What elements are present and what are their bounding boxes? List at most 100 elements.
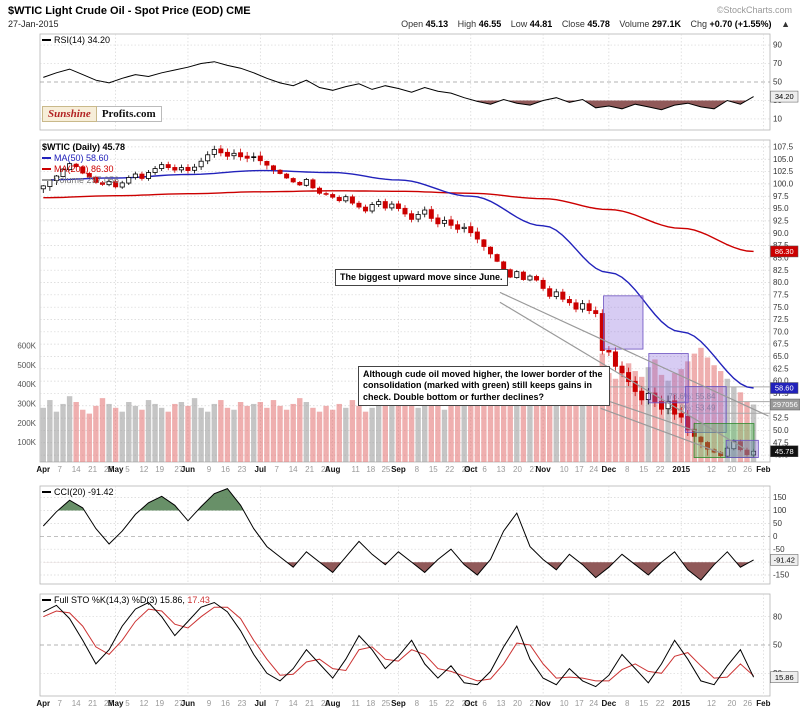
svg-text:80: 80 — [773, 612, 782, 621]
cci-legend-marker-icon — [42, 491, 51, 493]
highlight-boxes — [603, 295, 759, 458]
svg-text:14: 14 — [72, 699, 81, 708]
svg-text:82.5: 82.5 — [773, 266, 789, 275]
svg-text:14: 14 — [72, 465, 81, 474]
svg-text:300K: 300K — [17, 400, 36, 409]
svg-text:5: 5 — [125, 699, 130, 708]
quote-value: +0.70 (+1.55%) — [709, 19, 772, 29]
quote-value: 46.55 — [478, 19, 502, 29]
svg-text:16: 16 — [221, 699, 230, 708]
svg-text:2015: 2015 — [672, 699, 690, 708]
svg-text:Sep: Sep — [391, 699, 406, 708]
annotation-box-consolidation: Although cude oil moved higher, the lowe… — [358, 366, 610, 406]
sunshine-profits-logo: Sunshine Profits.com — [42, 106, 162, 122]
svg-text:80.0: 80.0 — [773, 278, 789, 287]
svg-text:97.5: 97.5 — [773, 192, 789, 201]
svg-text:May: May — [108, 465, 124, 474]
svg-text:-150: -150 — [773, 571, 790, 580]
svg-text:Aug: Aug — [325, 465, 341, 474]
sto-d-line — [43, 606, 754, 682]
quote-value: 44.81 — [529, 19, 553, 29]
svg-text:90: 90 — [773, 41, 782, 50]
svg-text:100: 100 — [773, 506, 787, 515]
quote-high: High 46.55 — [458, 19, 502, 29]
quote-label: Volume — [619, 19, 650, 29]
svg-text:9: 9 — [207, 699, 212, 708]
svg-text:15: 15 — [429, 465, 438, 474]
svg-text:22: 22 — [656, 465, 665, 474]
svg-text:22: 22 — [445, 465, 454, 474]
svg-text:22: 22 — [445, 699, 454, 708]
svg-text:Feb: Feb — [756, 465, 770, 474]
rsi-last-box: 34.20 — [770, 90, 799, 103]
svg-text:13: 13 — [497, 465, 506, 474]
svg-text:26: 26 — [743, 699, 752, 708]
svg-text:Oct: Oct — [464, 465, 478, 474]
svg-text:23: 23 — [237, 465, 246, 474]
logo-sunshine: Sunshine — [42, 106, 97, 122]
svg-text:-91.42: -91.42 — [774, 555, 795, 564]
sto-legend-marker-icon — [42, 599, 51, 601]
svg-text:70.0: 70.0 — [773, 327, 789, 336]
svg-text:Sep: Sep — [391, 465, 406, 474]
svg-text:10: 10 — [560, 465, 569, 474]
svg-text:45.78: 45.78 — [775, 447, 794, 456]
annotation-lines — [499, 291, 769, 455]
svg-text:400K: 400K — [17, 380, 36, 389]
svg-text:21: 21 — [88, 465, 97, 474]
svg-text:21: 21 — [305, 465, 314, 474]
svg-text:16: 16 — [221, 465, 230, 474]
svg-text:20: 20 — [727, 465, 736, 474]
svg-text:105.0: 105.0 — [773, 155, 794, 164]
annotation-box-upward-move: The biggest upward move since June. — [335, 269, 508, 287]
volume-legend-marker-icon — [42, 179, 51, 181]
svg-text:77.5: 77.5 — [773, 290, 789, 299]
svg-text:72.5: 72.5 — [773, 315, 789, 324]
svg-text:15: 15 — [429, 699, 438, 708]
svg-text:47.5: 47.5 — [773, 438, 789, 447]
price-legend-volume: Volume 297,056 — [42, 175, 119, 185]
svg-text:-50: -50 — [773, 545, 785, 554]
svg-text:28: 28 — [104, 465, 113, 474]
ma50-line — [43, 169, 754, 389]
svg-text:15: 15 — [639, 699, 648, 708]
svg-text:17: 17 — [575, 699, 584, 708]
svg-text:95.0: 95.0 — [773, 204, 789, 213]
svg-text:20: 20 — [727, 699, 736, 708]
svg-text:61.8%: 53.49: 61.8%: 53.49 — [668, 404, 716, 413]
svg-text:Apr: Apr — [36, 699, 50, 708]
svg-text:27: 27 — [529, 699, 538, 708]
logo-profits: Profits.com — [96, 106, 162, 122]
quote-label: High — [457, 19, 477, 29]
cci-last-box: -91.42 — [770, 554, 799, 566]
svg-text:19: 19 — [155, 465, 164, 474]
svg-text:May: May — [108, 699, 124, 708]
svg-text:600K: 600K — [17, 341, 36, 350]
svg-text:26: 26 — [743, 465, 752, 474]
svg-text:Jul: Jul — [255, 465, 267, 474]
ma200-line — [43, 190, 754, 253]
ma200-legend-label: MA(200) 86.30 — [54, 164, 114, 174]
svg-text:17: 17 — [575, 465, 584, 474]
svg-text:27: 27 — [174, 699, 183, 708]
svg-text:23: 23 — [237, 699, 246, 708]
svg-text:107.5: 107.5 — [773, 143, 794, 152]
price-legend-ma50: MA(50) 58.60 — [42, 153, 109, 163]
price-legend-ma200: MA(200) 86.30 — [42, 164, 114, 174]
quote-open: Open 45.13 — [401, 19, 448, 29]
svg-text:12: 12 — [139, 699, 148, 708]
ma200-legend-marker-icon — [42, 168, 51, 170]
svg-text:Aug: Aug — [325, 699, 341, 708]
price-legend-symbol-label: $WTIC (Daily) 45.78 — [42, 142, 126, 152]
sto-last-box: 15.86 — [770, 671, 799, 683]
rsi-legend-label: RSI(14) 34.20 — [54, 35, 111, 45]
svg-text:Oct: Oct — [464, 699, 478, 708]
price-last-boxes: 86.30 58.60 297056 45.78 — [770, 245, 800, 458]
svg-text:18: 18 — [366, 699, 375, 708]
svg-text:25: 25 — [381, 465, 390, 474]
svg-text:6: 6 — [482, 465, 487, 474]
quote-change: Chg +0.70 (+1.55%) — [690, 19, 771, 29]
svg-text:102.5: 102.5 — [773, 167, 794, 176]
svg-text:52.5: 52.5 — [773, 414, 789, 423]
